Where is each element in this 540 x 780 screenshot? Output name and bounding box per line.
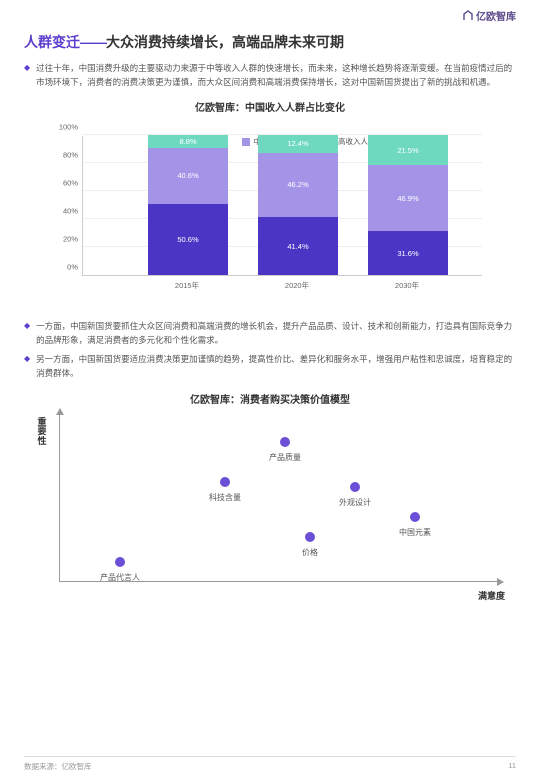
scatter-point-label: 产品代言人 <box>100 572 140 583</box>
bullet-item: ◆过往十年，中国消费升级的主要驱动力来源于中等收入人群的快速增长，而未来，这种增… <box>24 62 516 89</box>
bar-segment: 40.6% <box>148 148 228 205</box>
bullet-text: 另一方面，中国新国货要适应消费决策更加谨慎的趋势，提高性价比、差异化和服务水平，… <box>36 353 516 380</box>
scatter-point-label: 中国元素 <box>399 527 431 538</box>
diamond-icon: ◆ <box>24 320 30 347</box>
scatter-point-label: 价格 <box>302 547 318 558</box>
scatter-point <box>220 477 230 487</box>
bullet-text: 过往十年，中国消费升级的主要驱动力来源于中等收入人群的快速增长，而未来，这种增长… <box>36 62 516 89</box>
scatter-point <box>115 557 125 567</box>
scatter-x-label: 满意度 <box>478 589 505 602</box>
bar-segment: 8.8% <box>148 135 228 147</box>
page-title: 人群变迁——大众消费持续增长，高端品牌未来可期 <box>24 32 516 52</box>
scatter-point-label: 产品质量 <box>269 452 301 463</box>
bullet-item: ◆一方面，中国新国货要抓住大众区间消费和高端消费的增长机会，提升产品品质、设计、… <box>24 320 516 347</box>
y-tick: 40% <box>63 207 78 216</box>
diamond-icon: ◆ <box>24 353 30 380</box>
page-footer: 数据来源：亿欧智库 11 <box>24 756 516 772</box>
bar-group: 50.6%40.6%8.8% <box>148 136 228 275</box>
bullet-text: 一方面，中国新国货要抓住大众区间消费和高端消费的增长机会，提升产品品质、设计、技… <box>36 320 516 347</box>
scatter-point-label: 外观设计 <box>339 497 371 508</box>
scatter-point <box>280 437 290 447</box>
diamond-icon: ◆ <box>24 62 30 89</box>
title-rest: 大众消费持续增长，高端品牌未来可期 <box>106 34 344 50</box>
bullet-item: ◆另一方面，中国新国货要适应消费决策更加谨慎的趋势，提高性价比、差异化和服务水平… <box>24 353 516 380</box>
scatter-point <box>350 482 360 492</box>
scatter-point-label: 科技含量 <box>209 492 241 503</box>
bar-group: 41.4%46.2%12.4% <box>258 136 338 275</box>
bar-segment: 46.9% <box>368 165 448 231</box>
brand-logo: 亿欧智库 <box>462 8 516 23</box>
scatter-chart: 重要性 产品代言人 科技含量 产品质量价格 外观设计中国元素 满意度 <box>35 412 505 602</box>
bar-segment: 12.4% <box>258 135 338 152</box>
y-tick: 20% <box>63 235 78 244</box>
y-tick: 100% <box>59 123 78 132</box>
x-tick-label: 2020年 <box>257 280 337 291</box>
y-tick: 0% <box>67 263 78 272</box>
scatter-title: 亿欧智库：消费者购买决策价值模型 <box>24 391 516 406</box>
footer-page: 11 <box>508 761 516 772</box>
bar-chart: 0%20%40%60%80%100% 50.6%40.6%8.8%41.4%46… <box>50 136 490 306</box>
y-tick: 60% <box>63 179 78 188</box>
x-tick-label: 2015年 <box>147 280 227 291</box>
x-tick-label: 2030年 <box>367 280 447 291</box>
y-tick: 80% <box>63 151 78 160</box>
bar-segment: 21.5% <box>368 135 448 165</box>
bar-chart-title: 亿欧智库：中国收入人群占比变化 <box>24 99 516 114</box>
scatter-point <box>410 512 420 522</box>
bar-segment: 46.2% <box>258 153 338 218</box>
bar-segment: 50.6% <box>148 204 228 275</box>
bar-segment: 41.4% <box>258 217 338 275</box>
scatter-point <box>305 532 315 542</box>
scatter-y-label: 重要性 <box>35 418 49 448</box>
brand-text: 亿欧智库 <box>476 8 516 23</box>
title-dash: —— <box>80 34 106 50</box>
title-accent: 人群变迁 <box>24 34 80 50</box>
bar-group: 31.6%46.9%21.5% <box>368 136 448 275</box>
bar-segment: 31.6% <box>368 231 448 275</box>
footer-source: 数据来源：亿欧智库 <box>24 761 92 772</box>
